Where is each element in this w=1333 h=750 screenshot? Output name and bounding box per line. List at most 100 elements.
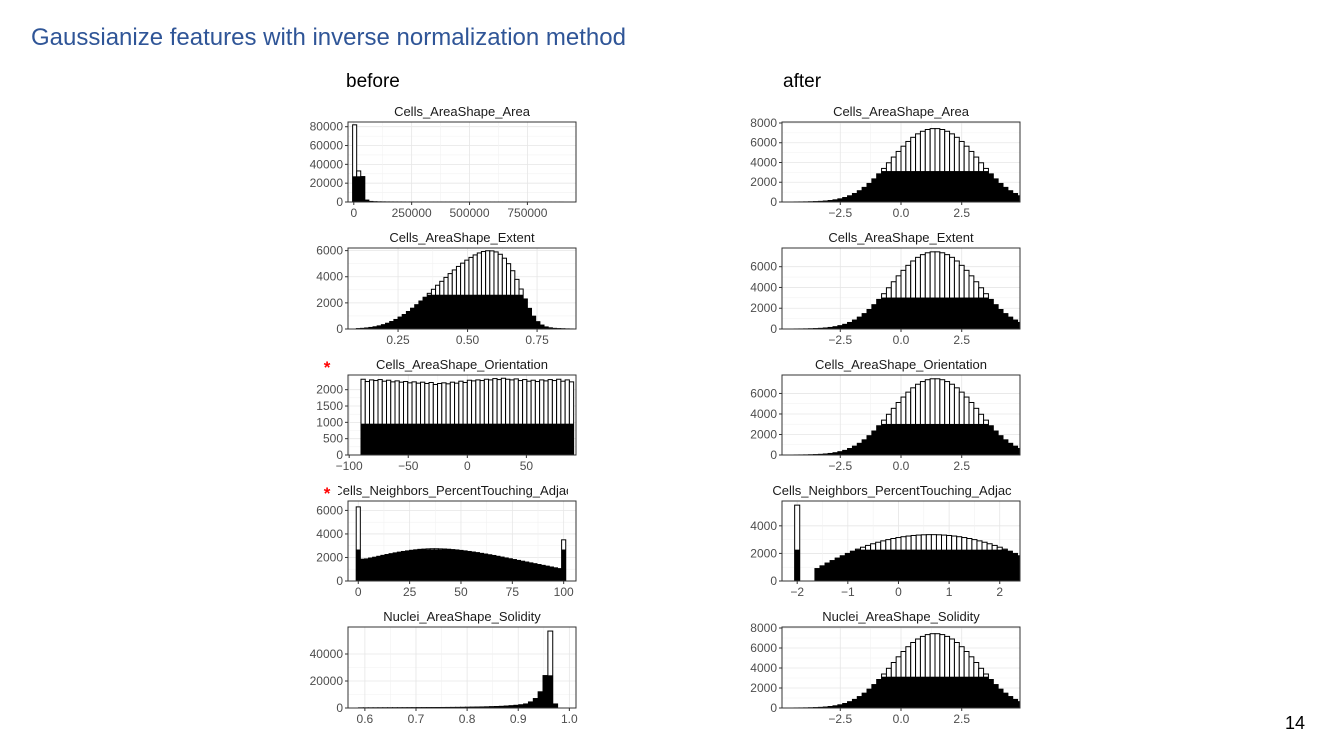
histogram-bar-fill bbox=[535, 321, 541, 329]
histogram-bar-fill bbox=[910, 549, 917, 581]
chart-title: Cells_AreaShape_Orientation bbox=[376, 357, 548, 372]
panel-border bbox=[347, 500, 577, 582]
histogram-bar-fill bbox=[547, 423, 553, 455]
histogram-bar-fill bbox=[905, 297, 912, 329]
histogram-bar bbox=[1022, 450, 1027, 455]
histogram-bar-fill bbox=[992, 304, 999, 329]
y-tick-label: 8000 bbox=[750, 621, 777, 635]
histogram-bar-fill bbox=[1022, 324, 1027, 329]
histogram-bar-fill bbox=[996, 549, 1003, 581]
x-tick-label: −100 bbox=[336, 459, 363, 473]
histogram-bar-fill bbox=[520, 560, 525, 581]
y-tick-label: 80000 bbox=[310, 120, 344, 134]
histogram-bar-fill bbox=[971, 549, 978, 581]
chart-title: Cells_AreaShape_Area bbox=[833, 104, 970, 119]
histogram-bar-fill bbox=[454, 423, 460, 455]
y-tick-label: 20000 bbox=[310, 176, 344, 190]
chart-title: Nuclei_AreaShape_Solidity bbox=[822, 609, 980, 624]
histogram-bar-fill bbox=[518, 423, 523, 455]
histogram-bar-fill bbox=[961, 549, 968, 581]
histogram-bar-fill bbox=[401, 314, 407, 329]
x-tick-label: 0.50 bbox=[456, 333, 480, 347]
histogram-bar-fill bbox=[910, 297, 916, 329]
histogram-bar-fill bbox=[364, 423, 370, 455]
histogram-bar-fill bbox=[1012, 699, 1018, 708]
x-tick-label: 1 bbox=[946, 585, 953, 599]
histogram-bar-fill bbox=[866, 183, 873, 202]
histogram-bar-fill bbox=[458, 550, 464, 581]
histogram-bar-fill bbox=[861, 439, 868, 455]
histogram-bar-fill bbox=[1022, 450, 1027, 455]
histogram-bar-fill bbox=[458, 423, 464, 455]
histogram-bar-fill bbox=[1022, 704, 1027, 709]
histogram-bar-fill bbox=[949, 171, 955, 202]
histogram-bar-fill bbox=[556, 423, 562, 455]
histogram-bar-fill bbox=[385, 322, 391, 329]
histogram-bar-fill bbox=[487, 554, 493, 581]
x-tick-label: 0.75 bbox=[525, 333, 549, 347]
histogram-bar-fill bbox=[931, 549, 937, 581]
chart-title: Cells_AreaShape_Orientation bbox=[815, 357, 987, 372]
histogram-bar-fill bbox=[934, 676, 941, 708]
histogram-bar-fill bbox=[983, 423, 989, 455]
histogram-bar-fill bbox=[496, 423, 502, 455]
x-tick-label: 0.7 bbox=[408, 712, 425, 726]
histogram-bar-fill bbox=[794, 549, 801, 581]
histogram-bar-fill bbox=[981, 549, 988, 581]
bars-after-percent-touching bbox=[794, 504, 1068, 581]
histogram-bar-fill bbox=[1007, 190, 1014, 202]
y-tick-label: 0 bbox=[336, 701, 343, 715]
histogram-bar bbox=[1043, 569, 1048, 581]
histogram-bar-fill bbox=[910, 423, 916, 455]
bars-before-percent-touching bbox=[355, 506, 567, 581]
y-tick-label: 2000 bbox=[316, 383, 343, 397]
histogram-bar-fill bbox=[910, 171, 916, 202]
y-tick-label: 4000 bbox=[750, 519, 777, 533]
histogram-bar-fill bbox=[988, 173, 994, 202]
histogram-bar-fill bbox=[992, 430, 999, 455]
histogram-bar-fill bbox=[900, 297, 907, 329]
histogram-bar-fill bbox=[997, 183, 1004, 202]
histogram-bar-fill bbox=[1063, 550, 1068, 581]
chart-title-group: Cells_AreaShape_Orientation bbox=[815, 357, 987, 372]
x-tick-label: 0 bbox=[350, 206, 357, 220]
x-tick-label: 100 bbox=[554, 585, 574, 599]
page-number: 14 bbox=[1284, 713, 1305, 733]
histogram-bar-fill bbox=[976, 549, 983, 581]
y-tick-label: 4000 bbox=[750, 155, 777, 169]
histogram-bar-fill bbox=[856, 316, 863, 329]
x-tick-label: 0.0 bbox=[893, 712, 910, 726]
histogram-bar-fill bbox=[983, 676, 989, 708]
histogram-bar-fill bbox=[466, 551, 472, 581]
histogram-bar-fill bbox=[856, 696, 863, 708]
histogram-bar bbox=[1028, 561, 1033, 581]
histogram-bar-fill bbox=[885, 549, 892, 581]
histogram-bar-fill bbox=[929, 297, 936, 329]
y-tick-label: 0 bbox=[770, 195, 777, 209]
histogram-bar-fill bbox=[497, 294, 503, 329]
x-tick-label: −2.5 bbox=[828, 333, 852, 347]
histogram-bar-fill bbox=[502, 294, 507, 329]
histogram-bar-fill bbox=[410, 307, 416, 329]
x-tick-label: 25 bbox=[403, 585, 417, 599]
histogram-bar-fill bbox=[539, 423, 545, 455]
x-tick-label: 750000 bbox=[507, 206, 547, 220]
histogram-bar-fill bbox=[991, 549, 998, 581]
histogram-bar-fill bbox=[505, 423, 511, 455]
histogram-bar-fill bbox=[978, 423, 984, 455]
histogram-bar-fill bbox=[890, 676, 897, 708]
bars-after-orientation bbox=[793, 378, 1027, 455]
y-tick-label: 6000 bbox=[750, 260, 777, 274]
histogram-bar-fill bbox=[512, 559, 517, 581]
histogram-bar-fill bbox=[384, 554, 390, 581]
x-tick-label: 0.0 bbox=[893, 333, 910, 347]
histogram-bar-fill bbox=[876, 425, 882, 455]
y-tick-label: 4000 bbox=[750, 280, 777, 294]
histogram-bar-fill bbox=[814, 568, 821, 581]
panel-border bbox=[347, 247, 577, 330]
histogram-bar-fill bbox=[1007, 550, 1013, 581]
histogram-bar-fill bbox=[886, 297, 892, 329]
histogram-bar-fill bbox=[536, 564, 542, 581]
chart-before-percent-touching: 0 2000 4000 6000 0 25 50 75 100 Cells_Neighbors_P… bbox=[316, 483, 577, 599]
y-tick-label: 8000 bbox=[750, 116, 777, 130]
